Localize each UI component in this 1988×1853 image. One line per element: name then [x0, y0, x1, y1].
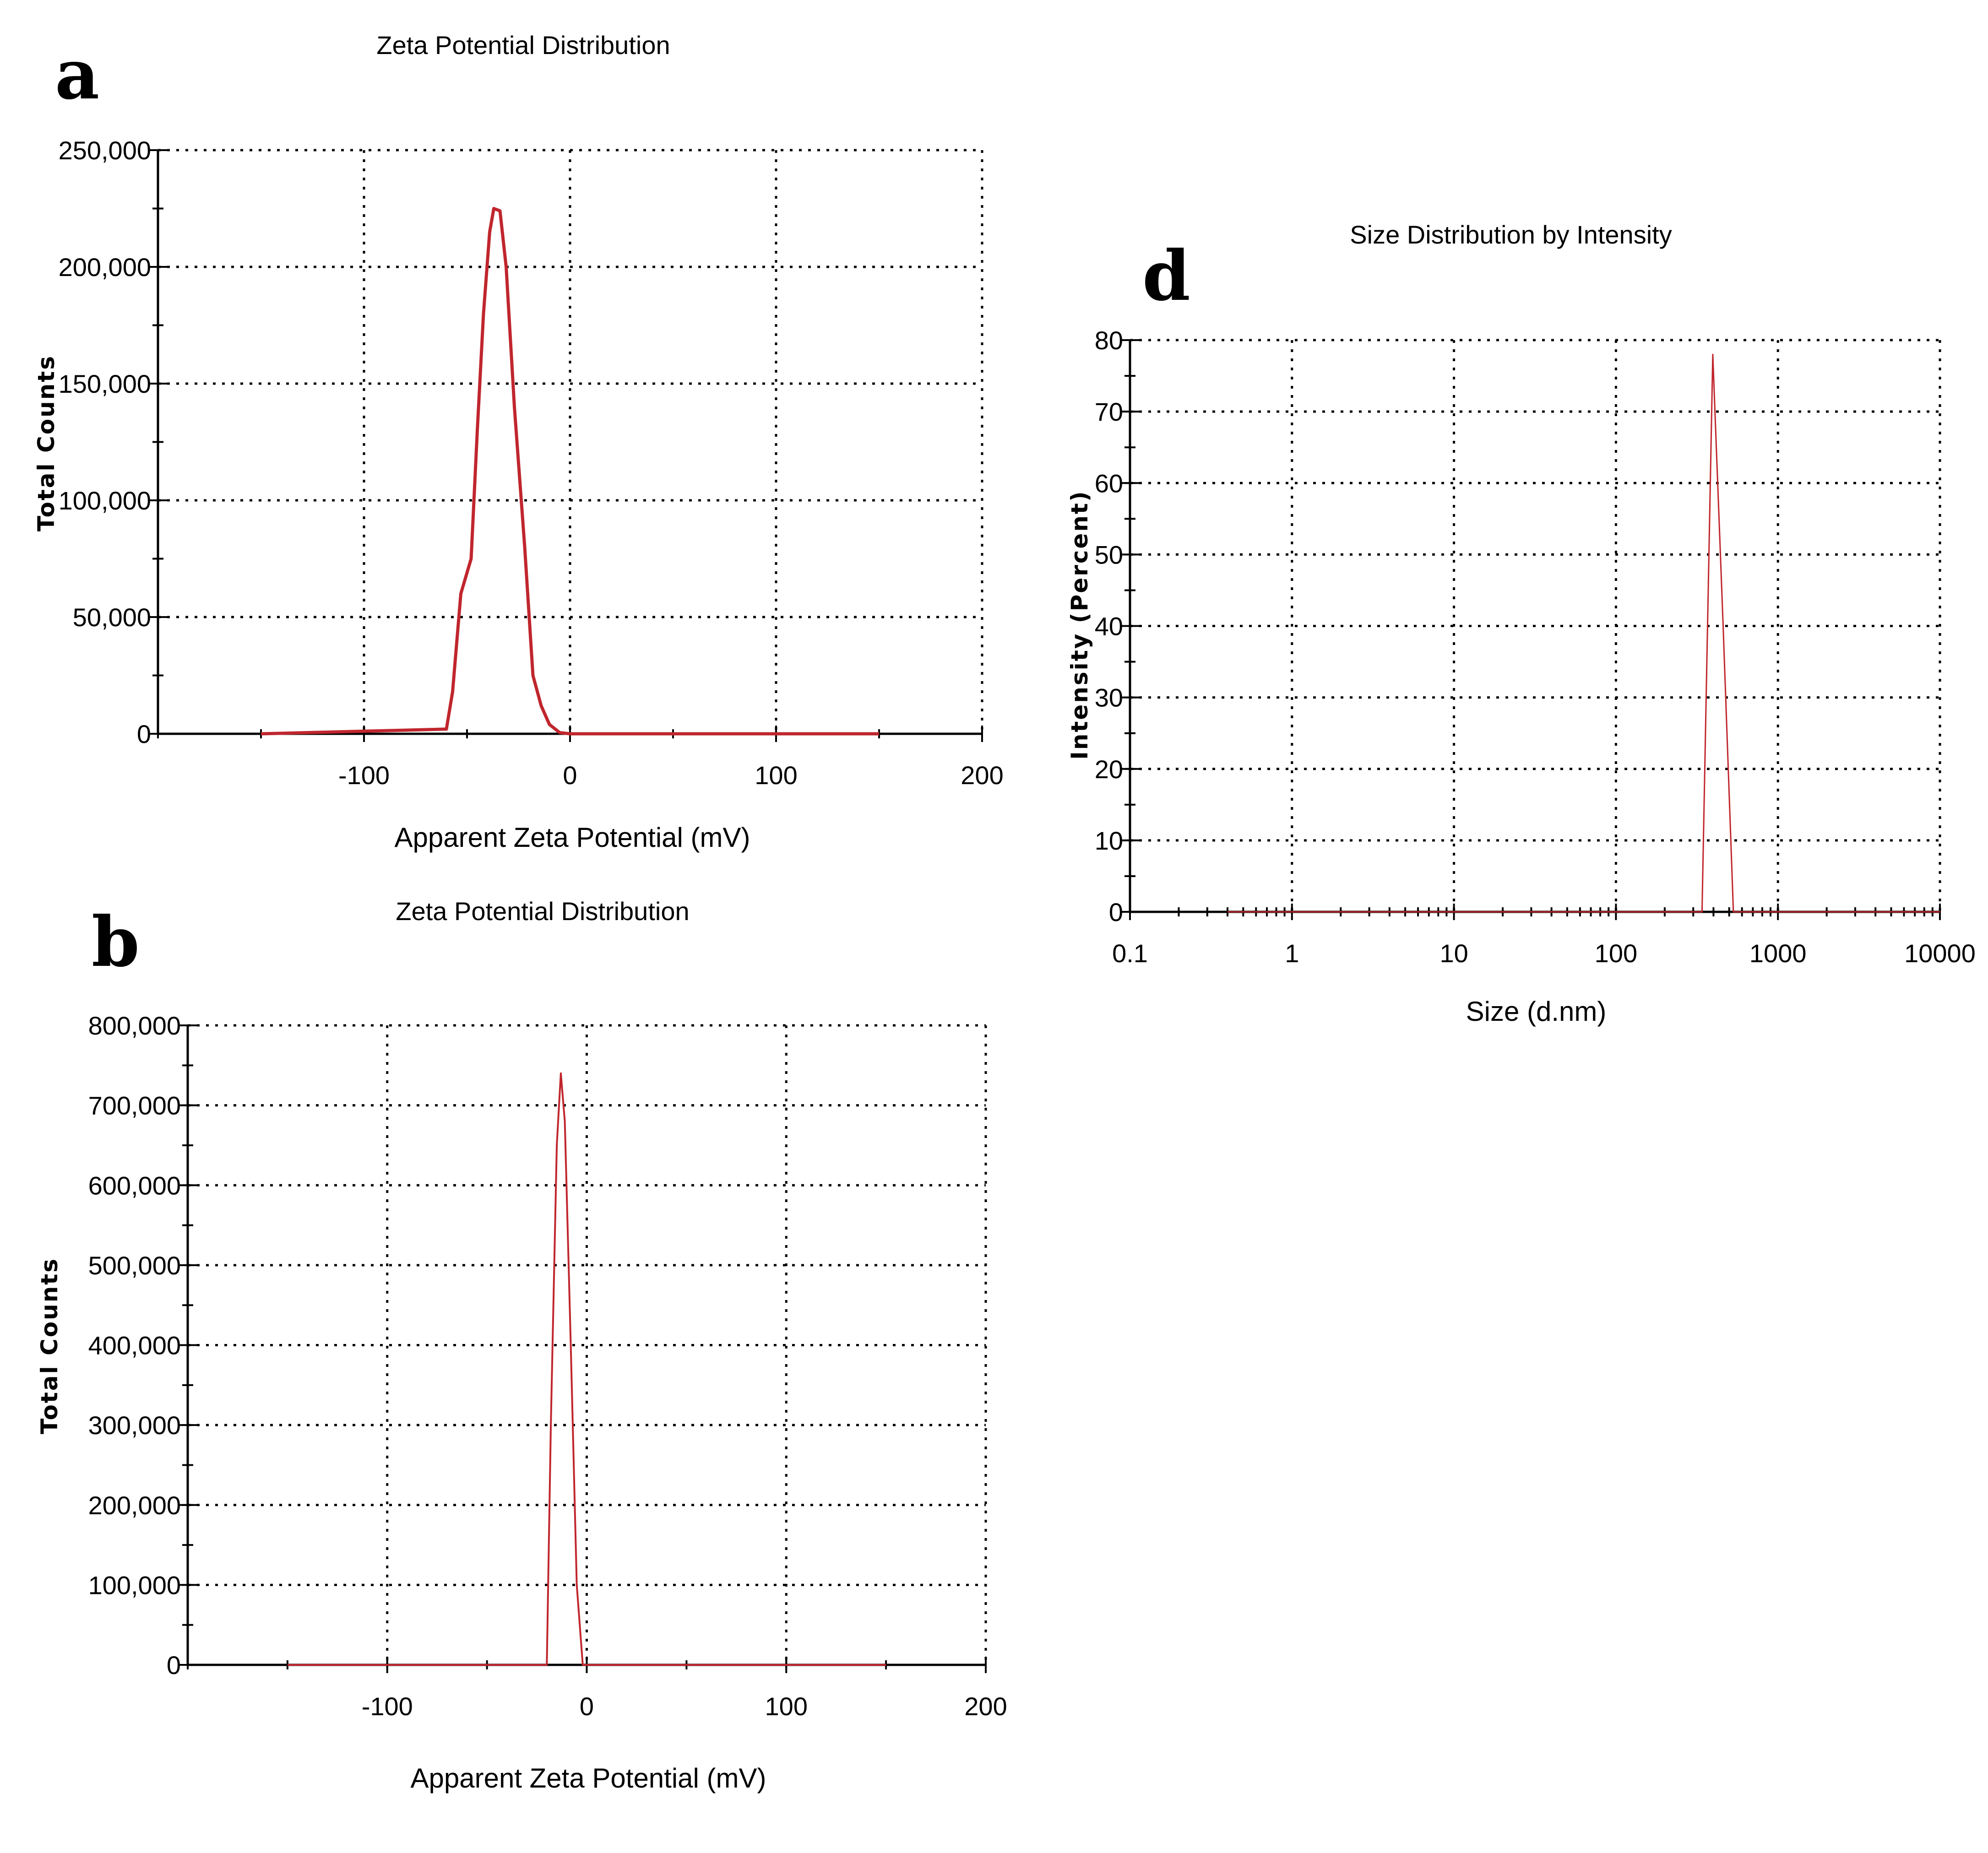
y-tick-label: 400,000: [88, 1331, 181, 1360]
y-ticks-b: 0 100,000 200,000 300,000 400,000 500,000 600,…: [88, 1011, 197, 1680]
y-tick-label: 0: [137, 720, 151, 748]
y-tick-label: 0: [1109, 898, 1123, 926]
y-tick-label: 60: [1095, 469, 1123, 498]
panel-letter-a: a: [55, 34, 99, 115]
x-tick-label: 200: [961, 761, 1003, 790]
x-tick-label: 200: [964, 1692, 1007, 1721]
x-tick-label: 100: [1595, 939, 1637, 968]
series-a: [261, 207, 879, 736]
x-tick-label: 10000: [1904, 939, 1976, 968]
chart-title-b: Zeta Potential Distribution: [396, 897, 689, 926]
chart-panel-d: d Size Distribution by Intensity Size (d…: [1066, 220, 1976, 1027]
y-tick-label: 40: [1095, 612, 1123, 641]
y-tick-label: 100,000: [59, 486, 151, 515]
series-line-b: [287, 1072, 886, 1666]
panel-letter-d: d: [1142, 236, 1190, 316]
x-tick-label: 1000: [1749, 939, 1807, 968]
x-tick-label: 100: [755, 761, 797, 790]
y-ticks-d: 0 10 20 30 40 50 60 70 80: [1095, 326, 1139, 926]
y-tick-label: 700,000: [88, 1091, 181, 1120]
y-tick-label: 0: [167, 1651, 181, 1680]
y-tick-label: 80: [1095, 326, 1123, 355]
x-tick-label: 10: [1439, 939, 1468, 968]
x-tick-label: 0: [580, 1692, 594, 1721]
y-tick-label: 300,000: [88, 1411, 181, 1440]
x-tick-label: 0.1: [1112, 939, 1148, 968]
y-tick-label: 100,000: [88, 1571, 181, 1599]
y-tick-label: 500,000: [88, 1251, 181, 1280]
series-d: [1228, 353, 1940, 913]
x-tick-label: -100: [362, 1692, 413, 1721]
chart-panel-b: b Zeta Potential Distribution Apparent Z…: [36, 897, 1007, 1793]
x-axis-label-d: Size (d.nm): [1466, 996, 1607, 1027]
y-tick-label: 250,000: [59, 136, 151, 165]
y-tick-label: 20: [1095, 755, 1123, 784]
series-line-d: [1228, 353, 1940, 913]
x-tick-label: 1: [1285, 939, 1299, 968]
y-tick-label: 10: [1095, 826, 1123, 855]
y-tick-label: 50: [1095, 540, 1123, 569]
y-axis-label-d: Intensity (Percent): [1066, 490, 1093, 759]
grid-b: [188, 1024, 987, 1665]
y-tick-label: 600,000: [88, 1171, 181, 1200]
grid-d: [1130, 339, 1941, 912]
y-tick-label: 70: [1095, 397, 1123, 426]
x-ticks-d: 0.1 1 10 100 1000 10000: [1112, 904, 1976, 968]
y-ticks-a: 0 50,000 100,000 150,000 200,000 250,000: [59, 136, 167, 748]
x-axis-label-a: Apparent Zeta Potential (mV): [394, 822, 750, 853]
x-axis-label-b: Apparent Zeta Potential (mV): [410, 1763, 766, 1793]
y-tick-label: 200,000: [88, 1491, 181, 1520]
panel-letter-b: b: [92, 902, 140, 982]
y-axis-label-a: Total Counts: [33, 355, 60, 531]
x-tick-label: -100: [338, 761, 390, 790]
chart-title-d: Size Distribution by Intensity: [1350, 220, 1672, 249]
y-tick-label: 200,000: [59, 253, 151, 282]
y-tick-label: 30: [1095, 683, 1123, 712]
y-tick-label: 800,000: [88, 1011, 181, 1040]
x-tick-label: 100: [765, 1692, 808, 1721]
x-tick-label: 0: [563, 761, 577, 790]
series-line-a: [261, 207, 879, 736]
chart-panel-a: a Zeta Potential Distribution Apparent Z…: [33, 31, 1004, 853]
y-tick-label: 50,000: [73, 603, 151, 632]
y-axis-label-b: Total Counts: [36, 1257, 63, 1434]
y-tick-label: 150,000: [59, 369, 151, 398]
series-b: [287, 1072, 886, 1666]
grid-a: [158, 149, 983, 734]
chart-title-a: Zeta Potential Distribution: [376, 31, 670, 60]
